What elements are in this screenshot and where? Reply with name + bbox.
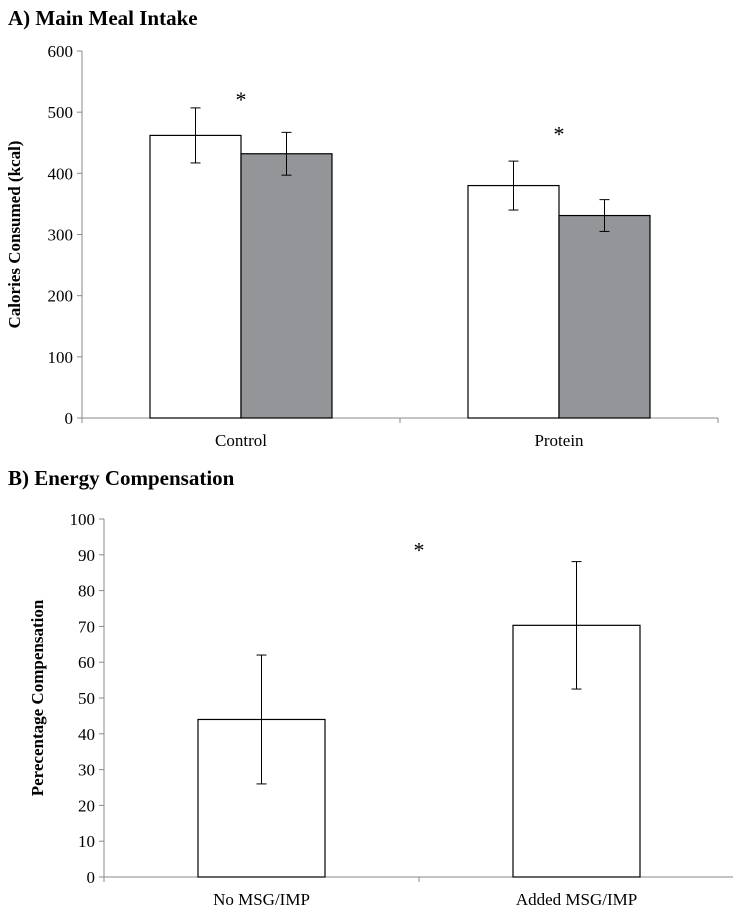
x-tick-label: No MSG/IMP [213, 890, 310, 909]
y-axis-label: Calories Consumed (kcal) [5, 141, 24, 329]
significance-asterisk: * [414, 538, 425, 563]
y-tick-label: 0 [87, 868, 96, 887]
y-tick-label: 10 [78, 832, 95, 851]
y-tick-label: 0 [65, 409, 74, 428]
y-tick-label: 50 [78, 689, 95, 708]
y-tick-label: 90 [78, 546, 95, 565]
main-meal-intake-chart: 0 100 200 300 400 500 600 Control Protein * * Calor… [5, 42, 719, 450]
y-tick-label: 400 [48, 164, 74, 183]
x-tick-label: Added MSG/IMP [516, 890, 637, 909]
y-tick-label: 40 [78, 725, 95, 744]
panel-a-title: A) Main Meal Intake [8, 6, 198, 30]
y-tick-label: 100 [70, 510, 96, 529]
y-tick-label: 60 [78, 653, 95, 672]
bar [467, 184, 560, 419]
y-axis-label: Perecentage Compensation [28, 599, 47, 796]
y-tick-label: 600 [48, 42, 74, 61]
y-tick-label: 30 [78, 761, 95, 780]
y-tick-label: 20 [78, 796, 95, 815]
y-tick-label: 500 [48, 103, 74, 122]
x-tick-label: Protein [534, 431, 584, 450]
x-tick-label: Control [215, 431, 267, 450]
y-tick-label: 70 [78, 617, 95, 636]
y-tick-label: 80 [78, 582, 95, 601]
y-tick-label: 200 [48, 287, 74, 306]
significance-asterisk: * [236, 87, 247, 112]
y-tick-label: 300 [48, 226, 74, 245]
bar [558, 214, 651, 419]
panel-b-title: B) Energy Compensation [8, 466, 235, 490]
y-tick-label: 100 [48, 348, 74, 367]
significance-asterisk: * [554, 122, 565, 147]
